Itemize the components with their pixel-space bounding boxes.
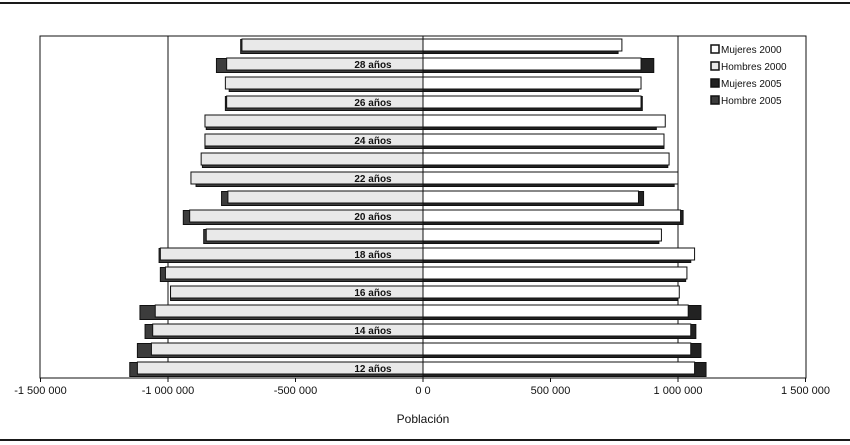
x-tick-label: 0 0 — [415, 385, 430, 397]
bar-mujeres-2000 — [422, 38, 623, 52]
legend-label: Mujeres 2000 — [721, 45, 782, 56]
bar-mujeres-2000 — [422, 342, 692, 356]
bar-mujeres-2000 — [422, 171, 679, 185]
bar-hombres-2000 — [204, 114, 424, 128]
bar-mujeres-2000 — [422, 57, 642, 71]
bottom-rule — [0, 439, 850, 441]
x-tick-label: -1 000 000 — [142, 385, 195, 397]
bar-mujeres-2000 — [422, 209, 682, 223]
bar-mujeres-2000 — [422, 95, 642, 109]
x-tick-label: 1 000 000 — [654, 385, 703, 397]
legend-swatch — [710, 44, 720, 54]
bar-mujeres-2000 — [422, 361, 696, 375]
bar-mujeres-2000 — [422, 133, 665, 147]
legend-swatch — [710, 78, 720, 88]
legend-swatch — [710, 61, 720, 71]
top-rule — [0, 2, 850, 4]
age-label: 18 años — [354, 250, 392, 261]
bar-mujeres-2000 — [422, 247, 696, 261]
bar-hombres-2000 — [154, 304, 424, 318]
bar-hombres-2000 — [227, 190, 424, 204]
bar-mujeres-2000 — [422, 266, 688, 280]
bar-hombres-2000 — [205, 228, 424, 242]
bars — [129, 38, 707, 377]
bar-mujeres-2000 — [422, 76, 642, 90]
x-axis-ticks: -1 500 000 -1 000 000 -500 000 0 0 500 000 1 … — [14, 377, 830, 397]
age-label: 20 años — [354, 212, 392, 223]
x-tick-label: 1 500 000 — [781, 385, 830, 397]
legend-label: Mujeres 2005 — [721, 79, 782, 90]
legend: Mujeres 2000 Hombres 2000 Mujeres 2005 Homb… — [710, 44, 787, 107]
bar-hombres-2000 — [200, 152, 424, 166]
bar-hombres-2000 — [226, 95, 424, 109]
legend-swatch — [710, 95, 720, 105]
bar-mujeres-2000 — [422, 304, 689, 318]
x-tick-label: 500 000 — [531, 385, 571, 397]
x-tick-label: -1 500 000 — [14, 385, 67, 397]
bar-hombres-2000 — [226, 57, 424, 71]
age-label: 24 años — [354, 136, 392, 147]
age-label: 28 años — [354, 60, 392, 71]
age-label: 26 años — [354, 98, 392, 109]
legend-label: Hombres 2000 — [721, 62, 787, 73]
bar-hombres-2000 — [241, 38, 424, 52]
bar-mujeres-2000 — [422, 323, 692, 337]
x-axis-title: Población — [397, 412, 450, 426]
legend-label: Hombre 2005 — [721, 96, 782, 107]
x-tick-label: -500 000 — [274, 385, 317, 397]
bar-hombres-2000 — [150, 342, 424, 356]
age-label: 22 años — [354, 174, 392, 185]
bar-hombres-2000 — [224, 76, 424, 90]
bar-mujeres-2000 — [422, 114, 666, 128]
age-label: 14 años — [354, 326, 392, 337]
bar-mujeres-2000 — [422, 190, 639, 204]
age-label: 16 años — [354, 288, 392, 299]
bar-hombres-2000 — [164, 266, 424, 280]
bar-mujeres-2000 — [422, 228, 662, 242]
bar-mujeres-2000 — [422, 152, 670, 166]
age-labels: 12 años 14 años 16 años 18 años 20 años 22 añ… — [354, 60, 392, 375]
gridlines — [167, 36, 679, 378]
age-label: 12 años — [354, 364, 392, 375]
bar-mujeres-2000 — [422, 285, 680, 299]
